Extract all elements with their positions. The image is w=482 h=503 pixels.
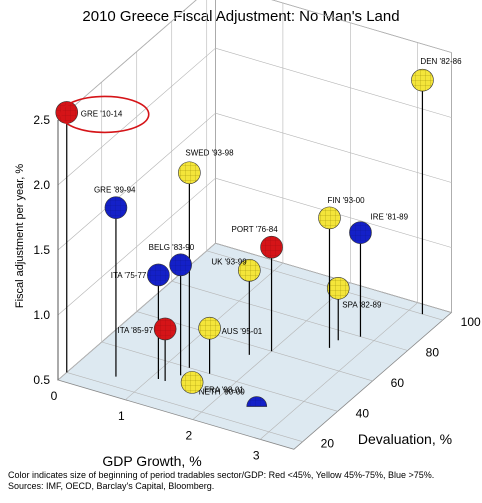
chart-title: 2010 Greece Fiscal Adjustment: No Man's … [82,8,400,25]
y-tick-label: 0.5 [33,373,50,387]
data-points-layer: DEN '82-86 IRE '81-89 SPA '82-89 FIN '93-00… [55,57,462,407]
data-label: ITA '85-97 [118,326,154,335]
tick-labels-layer: 0.5 1.0 1.5 2.0 2.5 0 1 2 3 20 40 60 80 100 [33,113,481,462]
data-label: BELG '83-90 [149,243,195,252]
z-tick-label: 40 [356,406,370,420]
x-tick-label: 2 [185,429,192,443]
gridline-z-floor [136,311,373,382]
y-tick-label: 2.0 [33,178,50,192]
x-axis-label: GDP Growth, % [102,453,201,469]
z-tick-label: 80 [426,346,440,360]
data-label: NETH '90-00 [199,388,246,397]
data-label: DEN '82-86 [420,57,462,66]
z-axis-label: Devaluation, % [358,431,452,447]
y-axis-label: Fiscal adjustment per year, % [14,164,26,309]
gridline-y-back-wall [271,0,452,53]
data-point [318,206,341,230]
x-tick-label: 3 [253,448,260,462]
x-tick-label: 1 [118,409,125,423]
gridline-y-back-wall [215,47,452,118]
footnote: Color indicates size of beginning of per… [8,470,478,492]
gridline-z-floor [101,341,338,412]
data-label: IRE '81-89 [370,213,408,222]
data-label: AUS '95-01 [222,327,263,336]
data-point [411,68,434,92]
data-point [104,196,128,219]
data-label: ITA '75-77 [111,271,147,280]
data-point [169,253,192,277]
data-label: SWED '93-98 [185,149,234,158]
data-point [238,259,261,282]
data-label: SPA '82-89 [342,300,382,309]
footnote-color-legend: Color indicates size of beginning of per… [8,470,435,480]
data-point [260,235,283,259]
highlight-ellipse [59,95,150,134]
y-tick-label: 1.0 [33,308,50,322]
gridline-y-back-wall [215,112,452,183]
gridline-z-floor [171,280,408,351]
chart-plot: 0.5 1.0 1.5 2.0 2.5 0 1 2 3 20 40 60 80 100 DEN '82-8… [14,0,481,469]
data-point [326,276,350,300]
gridline-y-back-wall [215,242,452,313]
x-tick-label: 0 [51,389,58,403]
chart-box-layer [57,0,453,450]
data-point [246,396,268,407]
y-tick-label: 1.5 [33,243,50,257]
data-label: PORT '76-84 [232,225,279,234]
data-label: GRE '89-94 [94,186,136,195]
z-tick-label: 20 [321,437,335,451]
data-label: GRE '10-14 [81,109,123,118]
data-point [180,371,204,394]
data-point [198,316,221,340]
data-point [349,221,372,244]
data-point [153,317,177,341]
data-label: UK '93-99 [211,257,247,266]
footnote-sources: Sources: IMF, OECD, Barclay's Capital, B… [8,481,215,491]
gridline-z-floor [66,372,303,442]
y-tick-label: 2.5 [33,113,50,127]
data-point [147,263,170,287]
data-label: FIN '93-00 [327,196,365,205]
z-tick-label: 60 [391,376,405,390]
data-label: FRA '98-01 [204,385,244,394]
z-tick-label: 100 [461,315,481,329]
data-point [178,161,201,185]
